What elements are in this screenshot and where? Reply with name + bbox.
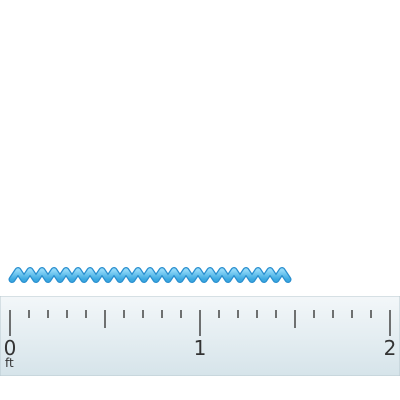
wavy-line-body (9, 268, 291, 282)
ruler-unit-label: ft (5, 356, 14, 370)
ruler-labels: 0 1 2 (4, 336, 397, 360)
ruler-label-0: 0 (4, 336, 17, 360)
ruler-label-2: 2 (384, 336, 397, 360)
wavy-line-icon[interactable] (0, 258, 400, 288)
ruler[interactable]: 0 1 2 ft (0, 296, 400, 376)
ruler-ticks (9, 310, 391, 336)
ruler-label-1: 1 (194, 336, 207, 360)
